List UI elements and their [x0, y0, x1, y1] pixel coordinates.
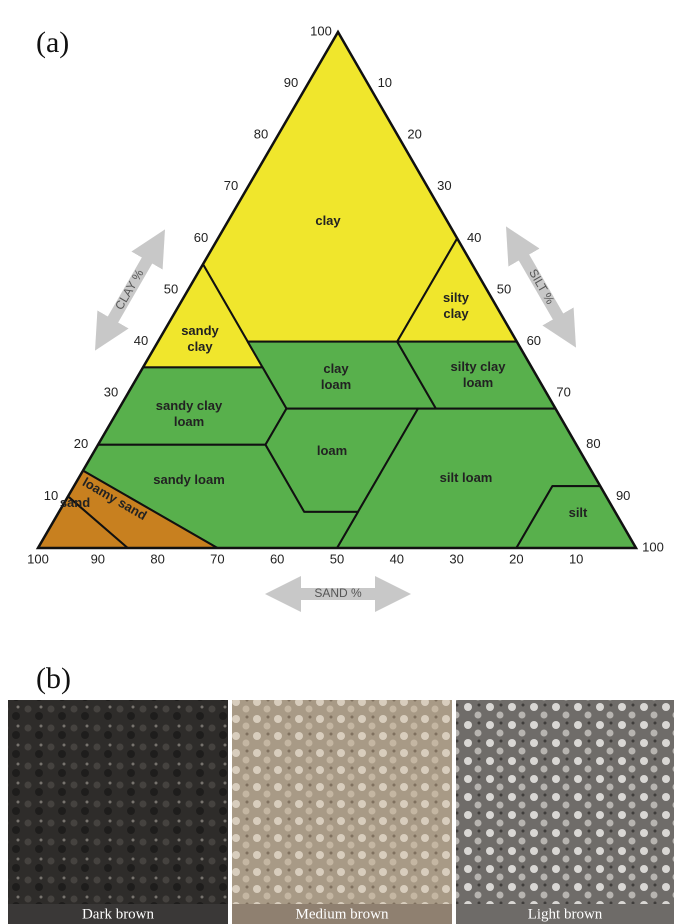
tick-label: 30 [104, 385, 118, 400]
tick-label: 50 [497, 281, 511, 296]
panel-label: (b) [36, 662, 71, 695]
tick-label: 100 [310, 23, 332, 38]
region-label-line: silt loam [440, 470, 493, 485]
tick-label: 80 [254, 127, 268, 142]
region-label: clay [315, 213, 341, 228]
region-label: clay loam [321, 361, 351, 392]
region-label: silt [569, 505, 588, 520]
region-label: silty clay [443, 290, 470, 321]
tick-label: 100 [642, 539, 664, 554]
sand-arrow: SAND % [265, 576, 411, 612]
region-label-line: sandy clay [156, 398, 223, 413]
tick-label: 80 [586, 436, 600, 451]
tick-label: 50 [164, 281, 178, 296]
region-label-line: clay [315, 213, 341, 228]
caption-band [456, 904, 674, 924]
tick-label: 10 [44, 488, 58, 503]
tick-label: 70 [556, 385, 570, 400]
region-label-line: clay [187, 339, 213, 354]
region-label: sandy loam [153, 472, 225, 487]
region-label: sandy clay loam [156, 398, 223, 429]
region-label: silty clay loam [451, 359, 507, 390]
tick-label: 20 [407, 127, 421, 142]
photo-label: Medium brown [296, 906, 389, 922]
tick-label: 10 [569, 551, 583, 566]
tick-label: 60 [194, 230, 208, 245]
region-label-line: sandy loam [153, 472, 225, 487]
region-label-line: loam [174, 414, 204, 429]
tick-label: 20 [74, 436, 88, 451]
region-label: loam [317, 443, 347, 458]
photo [456, 700, 674, 924]
tick-label: 40 [467, 230, 481, 245]
triangle-outline [35, 29, 639, 550]
caption-band [232, 904, 452, 924]
panel-label: (a) [36, 26, 69, 59]
photo-label: Light brown [528, 906, 603, 922]
photos: Dark brown Medium brown Light brown [8, 700, 674, 924]
tick-label: 10 [378, 75, 392, 90]
tick-label: 30 [437, 178, 451, 193]
tick-label: 70 [210, 551, 224, 566]
region-label-line: sandy [181, 323, 219, 338]
tick-label: 80 [150, 551, 164, 566]
caption-band [8, 904, 228, 924]
tick-label: 20 [509, 551, 523, 566]
region-label: sandy clay [181, 323, 219, 354]
region-label: sand [60, 495, 90, 510]
photo [8, 700, 228, 924]
tick-label: 60 [270, 551, 284, 566]
tick-label: 90 [284, 75, 298, 90]
region-label-line: loam [321, 377, 351, 392]
axis-label: SAND % [314, 586, 362, 600]
tick-label: 90 [91, 551, 105, 566]
tick-label: 70 [224, 178, 238, 193]
region-label-line: silt [569, 505, 588, 520]
tick-label: 30 [449, 551, 463, 566]
photo-label: Dark brown [82, 906, 155, 922]
tick-label: 90 [616, 488, 630, 503]
tick-label: 50 [330, 551, 344, 566]
tick-label: 60 [527, 333, 541, 348]
region-label-line: silty clay [451, 359, 507, 374]
tick-label: 40 [134, 333, 148, 348]
region-label-line: silty [443, 290, 470, 305]
tick-label: 40 [390, 551, 404, 566]
region-label: silt loam [440, 470, 493, 485]
region-label-line: clay [323, 361, 349, 376]
region-label-line: loam [463, 375, 493, 390]
tick-label: 100 [27, 551, 49, 566]
region-label-line: loam [317, 443, 347, 458]
photo [232, 700, 452, 924]
region-label-line: clay [443, 306, 469, 321]
region-label-line: sand [60, 495, 90, 510]
